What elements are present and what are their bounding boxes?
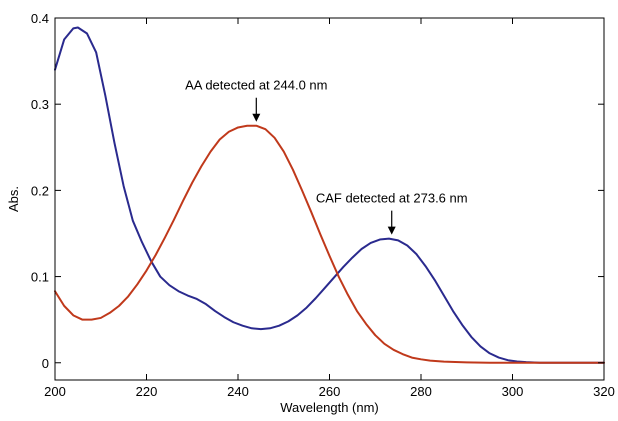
y-tick-label: 0.3 [31,97,49,112]
ticks-layer: 200 220 240 260 280 300 320 0 0.1 0.2 0.3 0.4 [31,11,615,399]
annotation-arrow-head [387,226,396,235]
x-axis-title: Wavelength (nm) [280,400,379,415]
x-tick-label: 220 [136,384,158,399]
annotations-layer: AA detected at 244.0 nm CAF detected at 2… [185,78,468,235]
annotation-label: CAF detected at 273.6 nm [316,191,468,206]
series-line-1 [54,26,605,364]
x-tick-label: 280 [410,384,432,399]
annotation-arrow-head [252,113,261,122]
annotation-label: AA detected at 244.0 nm [185,78,327,93]
x-tick-label: 320 [593,384,615,399]
x-tick-label: 300 [502,384,524,399]
x-tick-label: 240 [227,384,249,399]
x-tick-label: 260 [319,384,341,399]
series-line-2 [54,124,605,364]
y-tick-label: 0.1 [31,270,49,285]
y-tick-label: 0.2 [31,183,49,198]
y-tick-label: 0.4 [31,11,49,26]
series-layer [54,26,605,364]
y-axis-title: Abs. [6,186,21,212]
x-tick-label: 200 [44,384,66,399]
y-tick-label: 0 [42,356,49,371]
